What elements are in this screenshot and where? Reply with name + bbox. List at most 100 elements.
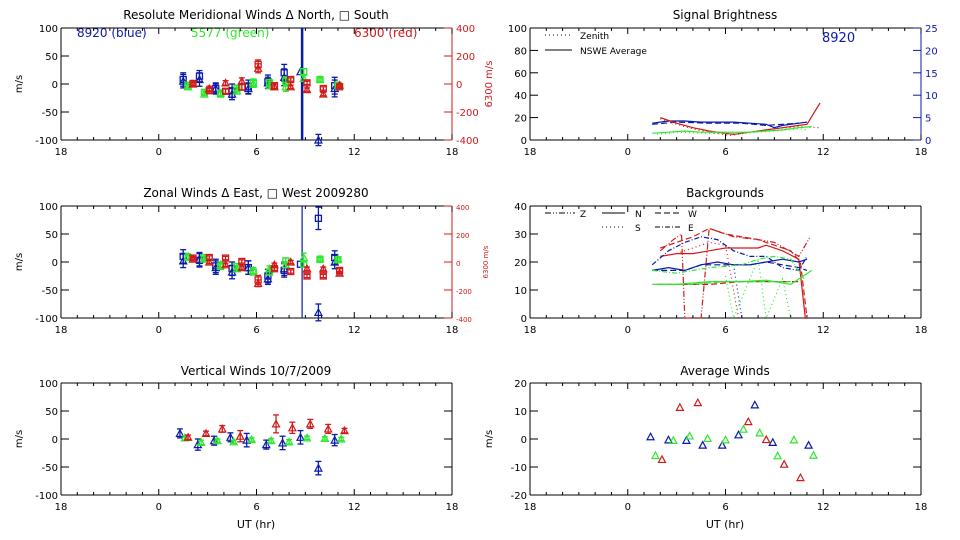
data-point-triangle [761,434,771,444]
data-point-triangle [768,437,778,446]
y-tick-label: -100 [35,491,58,502]
y-tick-label: 30 [514,230,527,241]
x-tick-label: 0 [156,502,162,513]
y-tick-label: -20 [511,491,527,502]
data-point-square [334,256,342,264]
data-point-square [316,255,324,263]
average-ylabel: m/s [484,430,495,448]
x-tick-label: 18 [55,325,68,336]
data-point-triangle [232,263,242,273]
y-tick-label: 80 [514,46,527,57]
data-point-triangle [266,435,276,445]
data-point-square [280,69,288,77]
data-point-triangle [336,434,346,443]
data-point-triangle [657,454,667,464]
data-point-triangle [318,263,328,273]
data-point-square [270,265,279,273]
data-point-triangle [302,263,312,273]
data-point-triangle [804,440,814,449]
data-point-triangle [750,400,760,409]
data-point-triangle [232,85,242,95]
x-tick-label: 18 [446,147,459,158]
data-point-triangle [668,435,678,444]
data-point-triangle [221,260,231,269]
data-point-square [249,268,257,276]
data-point-square [319,84,327,93]
data-point-triangle [773,451,783,460]
y-right-tick-label: 5 [925,114,931,125]
data-point-triangle [247,434,257,444]
data-point-triangle [253,63,263,72]
x-tick-label: 18 [524,147,537,158]
data-point-triangle [271,419,281,428]
data-point-square [238,83,246,91]
data-point-triangle [663,435,673,444]
brightness-title: Signal Brightness [673,8,778,22]
vertical-panel: Vertical Winds 10/7/2009 m/s UT (hr) 18 0… [14,364,458,531]
annotation-5577-green: 5577 (green) [191,26,269,40]
data-point-triangle [734,430,744,439]
data-point-square [314,214,323,222]
data-point-square [287,267,295,276]
data-point-square [335,266,344,275]
data-point-triangle [313,135,323,144]
series-line [652,126,812,134]
data-point-triangle [323,424,333,433]
legend-s-label: S [635,224,641,234]
y-tick-label: 40 [514,91,527,102]
legend-z-label: Z [580,210,586,220]
data-point-square [200,253,209,262]
brightness-panel: Signal Brightness 8920 Zenith NSWE Avera… [508,8,938,158]
data-point-triangle [675,402,685,411]
y-tick-label: 20 [514,114,527,125]
x-tick-label: 12 [348,325,361,336]
data-point-triangle [242,435,252,444]
x-tick-label: 6 [253,502,259,513]
y-right-tick-label: 15 [925,69,938,80]
y-tick-label: 20 [514,379,527,390]
meridional-title: Resolute Meridional Winds Δ North, □ Sou… [123,8,389,22]
x-tick-label: 18 [524,502,537,513]
data-point-triangle [302,84,312,94]
backgrounds-legend: Z N W S E [545,210,697,234]
y-right-tick-label: 0 [456,80,462,91]
y-right-tick-label: 0 [925,136,931,147]
series-line [733,264,743,319]
data-point-triangle [681,435,691,444]
data-point-square [300,68,308,76]
zonal-panel: Zonal Winds Δ East, □ West 2009280 m/s 6… [14,186,490,336]
y-tick-label: 0 [521,136,527,147]
x-tick-label: 6 [722,325,728,336]
data-point-triangle [789,435,799,444]
y-tick-label: 0 [521,314,527,325]
series-line [652,258,808,272]
data-point-triangle [738,424,748,433]
brightness-legend: Zenith NSWE Average [545,32,647,57]
data-point-triangle [808,450,818,459]
x-tick-label: 6 [253,147,259,158]
data-point-square [205,87,213,95]
y-tick-label: 10 [514,407,527,418]
x-tick-label: 18 [55,147,68,158]
series-line [660,227,808,319]
data-point-square [254,60,262,69]
data-point-square [189,254,197,262]
series-line [660,281,791,285]
y-right-tick-label: 0 [456,260,460,268]
y-right-tick-label: -200 [456,288,472,296]
y-tick-label: 50 [45,407,58,418]
data-point-triangle [693,397,703,407]
data-point-square [205,253,213,262]
data-point-triangle [717,440,727,449]
average-title: Average Winds [680,364,770,378]
zonal-ylabel: m/s [14,253,25,271]
x-tick-label: 0 [156,325,162,336]
y-right-tick-label: -200 [456,108,479,119]
series-line [660,118,821,137]
data-point-triangle [339,425,349,435]
series-line [724,256,792,321]
data-point-triangle [685,431,695,440]
data-point-square [335,83,344,91]
data-point-triangle [183,432,193,441]
